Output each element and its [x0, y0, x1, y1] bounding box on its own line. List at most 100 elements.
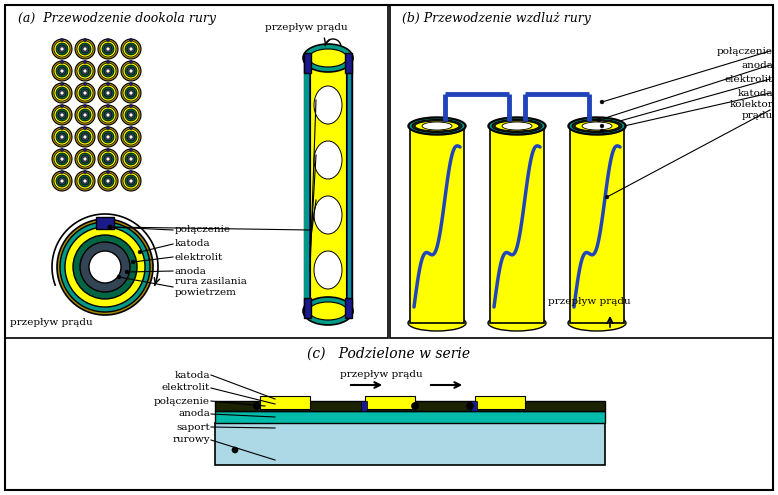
Circle shape [80, 242, 130, 292]
Text: elektrolit: elektrolit [162, 384, 210, 393]
Circle shape [102, 131, 114, 143]
Circle shape [75, 83, 95, 103]
Circle shape [79, 153, 91, 165]
Circle shape [60, 222, 150, 312]
Bar [390, 5, 773, 338]
Circle shape [104, 155, 112, 163]
Circle shape [56, 43, 68, 55]
Ellipse shape [488, 315, 546, 331]
Circle shape [102, 65, 114, 77]
Circle shape [54, 85, 70, 101]
Circle shape [121, 127, 141, 147]
Circle shape [123, 107, 139, 123]
Circle shape [100, 151, 116, 167]
Circle shape [81, 89, 89, 97]
Ellipse shape [309, 302, 347, 320]
Bar [471, 401, 477, 411]
Circle shape [121, 83, 141, 103]
Circle shape [102, 43, 114, 55]
Circle shape [61, 83, 64, 86]
Circle shape [125, 131, 137, 143]
Circle shape [600, 100, 604, 104]
Circle shape [65, 227, 145, 307]
Circle shape [121, 171, 141, 191]
Circle shape [104, 177, 112, 185]
Ellipse shape [408, 117, 466, 135]
Circle shape [129, 135, 133, 139]
Circle shape [600, 124, 604, 128]
Circle shape [102, 175, 114, 187]
Text: saport: saport [177, 423, 210, 432]
Circle shape [107, 127, 110, 130]
Bar [345, 53, 352, 73]
Ellipse shape [495, 121, 539, 131]
Bar [5, 5, 388, 338]
Circle shape [108, 225, 112, 229]
Circle shape [123, 129, 139, 145]
Bar [570, 126, 624, 323]
Circle shape [605, 195, 609, 199]
Circle shape [58, 133, 66, 141]
Circle shape [125, 109, 137, 121]
Circle shape [232, 447, 238, 453]
Text: przepływ prądu: przepływ prądu [340, 370, 422, 379]
Text: (b) Przewodzenie wzdluż rury: (b) Przewodzenie wzdluż rury [402, 12, 591, 25]
Ellipse shape [489, 118, 545, 134]
Circle shape [104, 133, 112, 141]
Text: połączenie: połączenie [154, 396, 210, 405]
Ellipse shape [303, 297, 353, 325]
Circle shape [79, 109, 91, 121]
Circle shape [54, 129, 70, 145]
Circle shape [129, 39, 132, 42]
Circle shape [125, 270, 129, 274]
Text: anoda: anoda [175, 266, 207, 276]
Bar [304, 298, 311, 318]
Circle shape [106, 113, 110, 117]
Circle shape [60, 91, 64, 95]
Circle shape [106, 91, 110, 95]
Circle shape [125, 87, 137, 99]
Text: elektrolit: elektrolit [725, 75, 773, 84]
Bar [410, 126, 464, 323]
Circle shape [107, 83, 110, 86]
Bar [348, 58, 351, 313]
Circle shape [81, 133, 89, 141]
Circle shape [127, 177, 135, 185]
Circle shape [123, 173, 139, 189]
Circle shape [83, 39, 86, 42]
Circle shape [254, 402, 261, 409]
Circle shape [77, 107, 93, 123]
Circle shape [100, 85, 116, 101]
Circle shape [100, 107, 116, 123]
Circle shape [107, 60, 110, 63]
Circle shape [79, 175, 91, 187]
Circle shape [100, 173, 116, 189]
Circle shape [58, 177, 66, 185]
Circle shape [56, 153, 68, 165]
Circle shape [77, 63, 93, 79]
Circle shape [60, 179, 64, 183]
Text: katoda: katoda [175, 240, 211, 248]
Circle shape [52, 127, 72, 147]
Bar [304, 58, 309, 313]
Circle shape [58, 155, 66, 163]
Text: (c)   Podzielone w serie: (c) Podzielone w serie [307, 347, 471, 361]
Circle shape [107, 170, 110, 174]
Circle shape [81, 177, 89, 185]
Circle shape [83, 69, 87, 73]
Bar [5, 340, 773, 490]
Bar [215, 401, 605, 411]
Circle shape [52, 171, 72, 191]
Text: przepływ prądu: przepływ prądu [10, 318, 93, 327]
Bar [260, 396, 310, 409]
Circle shape [61, 104, 64, 107]
Text: katoda: katoda [738, 89, 773, 98]
Circle shape [600, 129, 604, 133]
Circle shape [83, 83, 86, 86]
Circle shape [127, 111, 135, 119]
Circle shape [107, 39, 110, 42]
Bar [345, 58, 352, 313]
Bar [215, 423, 605, 465]
Circle shape [56, 175, 68, 187]
Circle shape [52, 39, 72, 59]
